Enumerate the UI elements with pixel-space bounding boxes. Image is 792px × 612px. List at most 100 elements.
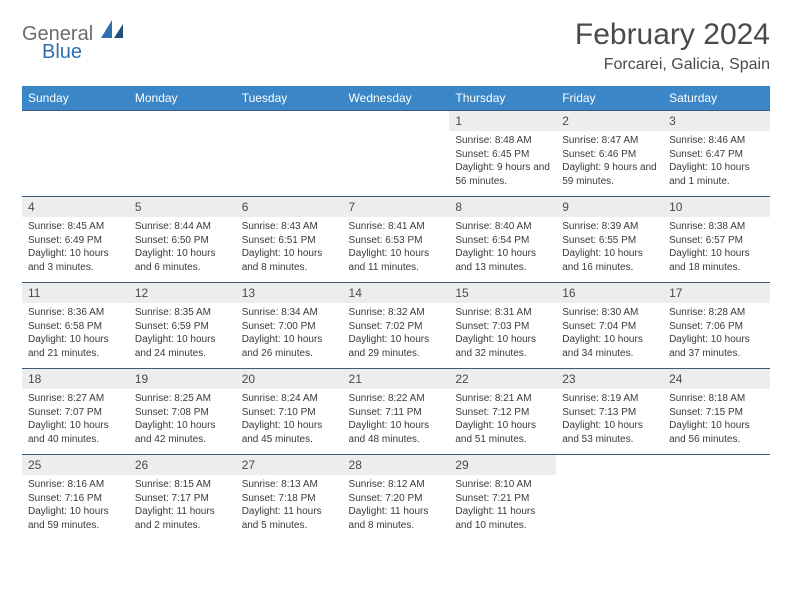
sunset: Sunset: 6:50 PM	[135, 234, 230, 248]
day-cell: Sunrise: 8:32 AMSunset: 7:02 PMDaylight:…	[343, 303, 450, 369]
day-cell: Sunrise: 8:16 AMSunset: 7:16 PMDaylight:…	[22, 475, 129, 540]
day-number-row: 11121314151617	[22, 283, 770, 304]
day-number: 6	[236, 197, 343, 218]
day-number: 12	[129, 283, 236, 304]
daylight: Daylight: 10 hours and 42 minutes.	[135, 419, 230, 446]
day-number: 2	[556, 111, 663, 132]
daylight: Daylight: 10 hours and 56 minutes.	[669, 419, 764, 446]
sunrise: Sunrise: 8:38 AM	[669, 220, 764, 234]
day-cell: Sunrise: 8:22 AMSunset: 7:11 PMDaylight:…	[343, 389, 450, 455]
day-number: 19	[129, 369, 236, 390]
dow-fri: Friday	[556, 86, 663, 111]
sunrise: Sunrise: 8:46 AM	[669, 134, 764, 148]
day-cell: Sunrise: 8:47 AMSunset: 6:46 PMDaylight:…	[556, 131, 663, 197]
sunset: Sunset: 6:54 PM	[455, 234, 550, 248]
sunset: Sunset: 6:49 PM	[28, 234, 123, 248]
day-cell: Sunrise: 8:24 AMSunset: 7:10 PMDaylight:…	[236, 389, 343, 455]
month-title: February 2024	[575, 18, 770, 52]
sunrise: Sunrise: 8:36 AM	[28, 306, 123, 320]
dow-wed: Wednesday	[343, 86, 450, 111]
day-number-row: 45678910	[22, 197, 770, 218]
daylight: Daylight: 10 hours and 13 minutes.	[455, 247, 550, 274]
day-cell: Sunrise: 8:38 AMSunset: 6:57 PMDaylight:…	[663, 217, 770, 283]
sunset: Sunset: 6:46 PM	[562, 148, 657, 162]
day-cell: Sunrise: 8:12 AMSunset: 7:20 PMDaylight:…	[343, 475, 450, 540]
day-number	[236, 111, 343, 132]
sunrise: Sunrise: 8:22 AM	[349, 392, 444, 406]
daylight: Daylight: 10 hours and 32 minutes.	[455, 333, 550, 360]
day-number: 5	[129, 197, 236, 218]
day-cell: Sunrise: 8:48 AMSunset: 6:45 PMDaylight:…	[449, 131, 556, 197]
day-cell: Sunrise: 8:21 AMSunset: 7:12 PMDaylight:…	[449, 389, 556, 455]
day-number: 20	[236, 369, 343, 390]
sunrise: Sunrise: 8:43 AM	[242, 220, 337, 234]
sunset: Sunset: 7:20 PM	[349, 492, 444, 506]
day-number: 24	[663, 369, 770, 390]
sunrise: Sunrise: 8:30 AM	[562, 306, 657, 320]
day-content-row: Sunrise: 8:36 AMSunset: 6:58 PMDaylight:…	[22, 303, 770, 369]
sunset: Sunset: 7:03 PM	[455, 320, 550, 334]
calendar-table: Sunday Monday Tuesday Wednesday Thursday…	[22, 86, 770, 540]
sunset: Sunset: 7:15 PM	[669, 406, 764, 420]
day-number	[556, 455, 663, 476]
daylight: Daylight: 10 hours and 37 minutes.	[669, 333, 764, 360]
day-cell: Sunrise: 8:25 AMSunset: 7:08 PMDaylight:…	[129, 389, 236, 455]
sunrise: Sunrise: 8:40 AM	[455, 220, 550, 234]
day-number: 21	[343, 369, 450, 390]
sunset: Sunset: 7:04 PM	[562, 320, 657, 334]
day-number: 8	[449, 197, 556, 218]
sunset: Sunset: 7:10 PM	[242, 406, 337, 420]
day-cell: Sunrise: 8:45 AMSunset: 6:49 PMDaylight:…	[22, 217, 129, 283]
day-content-row: Sunrise: 8:45 AMSunset: 6:49 PMDaylight:…	[22, 217, 770, 283]
daylight: Daylight: 10 hours and 53 minutes.	[562, 419, 657, 446]
dow-thu: Thursday	[449, 86, 556, 111]
day-content-row: Sunrise: 8:27 AMSunset: 7:07 PMDaylight:…	[22, 389, 770, 455]
day-number: 28	[343, 455, 450, 476]
sunset: Sunset: 6:45 PM	[455, 148, 550, 162]
day-number: 18	[22, 369, 129, 390]
sunrise: Sunrise: 8:10 AM	[455, 478, 550, 492]
daylight: Daylight: 10 hours and 59 minutes.	[28, 505, 123, 532]
day-cell: Sunrise: 8:35 AMSunset: 6:59 PMDaylight:…	[129, 303, 236, 369]
day-content-row: Sunrise: 8:16 AMSunset: 7:16 PMDaylight:…	[22, 475, 770, 540]
day-cell: Sunrise: 8:28 AMSunset: 7:06 PMDaylight:…	[663, 303, 770, 369]
sunrise: Sunrise: 8:32 AM	[349, 306, 444, 320]
day-number: 17	[663, 283, 770, 304]
day-number: 27	[236, 455, 343, 476]
sunrise: Sunrise: 8:15 AM	[135, 478, 230, 492]
title-block: February 2024 Forcarei, Galicia, Spain	[575, 18, 770, 74]
sunrise: Sunrise: 8:41 AM	[349, 220, 444, 234]
sunset: Sunset: 6:53 PM	[349, 234, 444, 248]
day-number: 26	[129, 455, 236, 476]
daylight: Daylight: 11 hours and 2 minutes.	[135, 505, 230, 532]
daylight: Daylight: 11 hours and 8 minutes.	[349, 505, 444, 532]
day-number: 9	[556, 197, 663, 218]
day-number: 29	[449, 455, 556, 476]
sunset: Sunset: 7:02 PM	[349, 320, 444, 334]
daylight: Daylight: 10 hours and 1 minute.	[669, 161, 764, 188]
sunrise: Sunrise: 8:39 AM	[562, 220, 657, 234]
day-cell: Sunrise: 8:19 AMSunset: 7:13 PMDaylight:…	[556, 389, 663, 455]
dow-sun: Sunday	[22, 86, 129, 111]
day-cell: Sunrise: 8:41 AMSunset: 6:53 PMDaylight:…	[343, 217, 450, 283]
day-number: 15	[449, 283, 556, 304]
daylight: Daylight: 10 hours and 48 minutes.	[349, 419, 444, 446]
day-cell: Sunrise: 8:40 AMSunset: 6:54 PMDaylight:…	[449, 217, 556, 283]
sunset: Sunset: 7:13 PM	[562, 406, 657, 420]
day-number: 13	[236, 283, 343, 304]
day-cell	[343, 131, 450, 197]
daylight: Daylight: 10 hours and 29 minutes.	[349, 333, 444, 360]
daylight: Daylight: 11 hours and 10 minutes.	[455, 505, 550, 532]
day-cell	[663, 475, 770, 540]
day-cell	[22, 131, 129, 197]
sunset: Sunset: 7:11 PM	[349, 406, 444, 420]
daylight: Daylight: 10 hours and 21 minutes.	[28, 333, 123, 360]
daylight: Daylight: 10 hours and 26 minutes.	[242, 333, 337, 360]
day-cell: Sunrise: 8:13 AMSunset: 7:18 PMDaylight:…	[236, 475, 343, 540]
day-number: 7	[343, 197, 450, 218]
daylight: Daylight: 10 hours and 40 minutes.	[28, 419, 123, 446]
sunrise: Sunrise: 8:35 AM	[135, 306, 230, 320]
day-cell: Sunrise: 8:43 AMSunset: 6:51 PMDaylight:…	[236, 217, 343, 283]
day-cell: Sunrise: 8:44 AMSunset: 6:50 PMDaylight:…	[129, 217, 236, 283]
sunset: Sunset: 6:51 PM	[242, 234, 337, 248]
